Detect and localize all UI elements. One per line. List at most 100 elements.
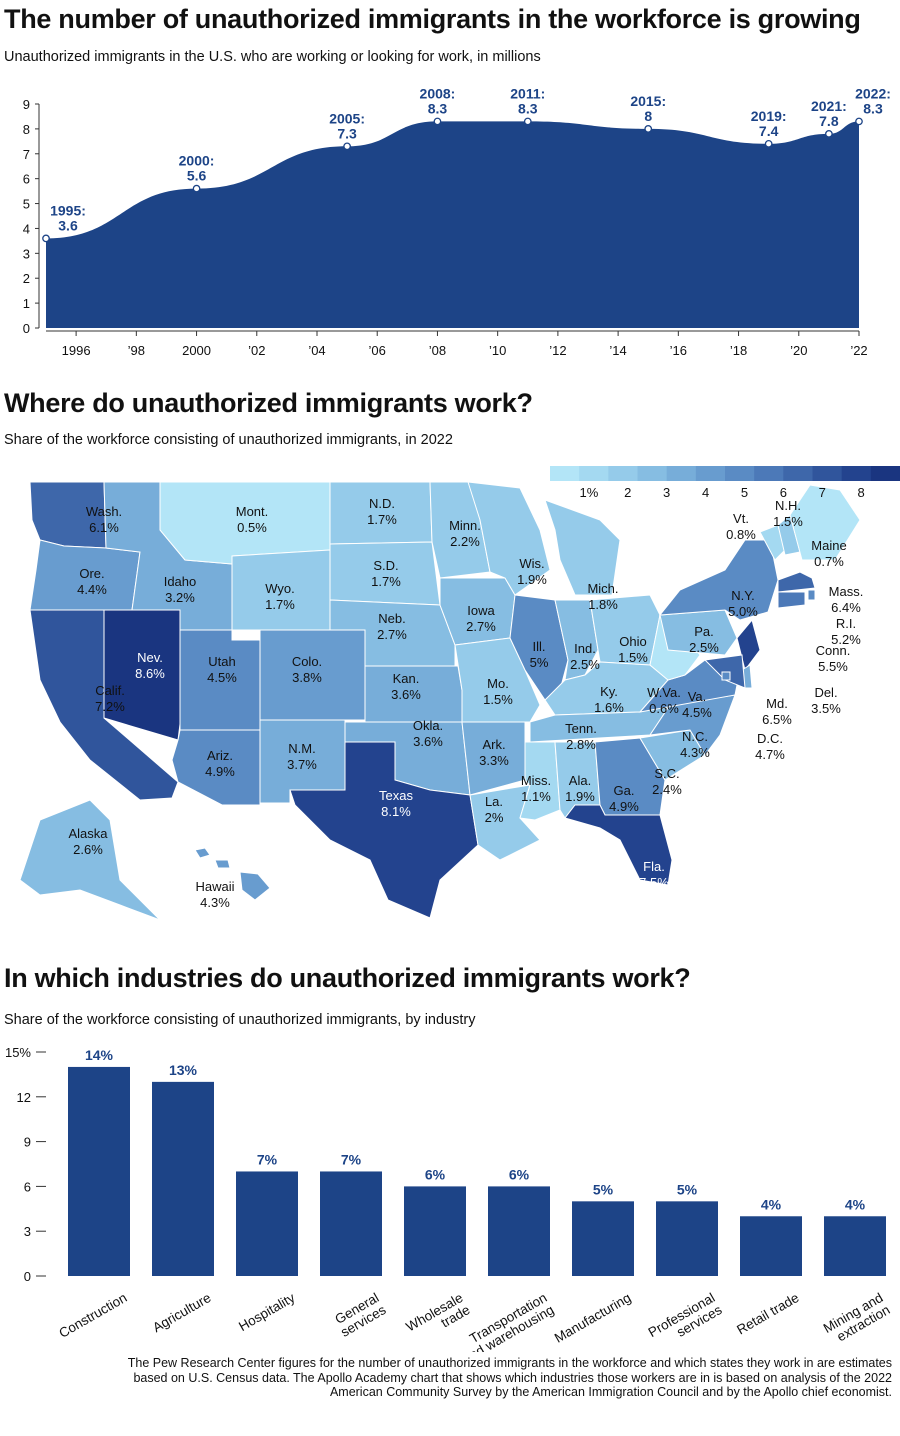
state-value: 4.3%	[200, 895, 230, 910]
map-subtitle: Share of the workforce consisting of una…	[4, 432, 453, 448]
y-tick-label: 1	[23, 296, 30, 311]
industry-bar-chart: 0 3 6 9 12 15% 14% Construction 13% Agriculture 7%…	[5, 1045, 893, 1352]
state-label: Tenn.2.8%	[565, 721, 597, 752]
bar-value-label: 14%	[85, 1047, 114, 1063]
state-shape	[658, 539, 779, 621]
state-label: N.H.1.5%	[773, 498, 803, 529]
y-tick-label: 0	[24, 1269, 31, 1284]
category-label: Construction	[56, 1290, 129, 1341]
state-label: La.2%	[485, 794, 504, 825]
state-name: Wis.	[519, 556, 544, 571]
y-tick-label: 8	[23, 122, 30, 137]
state-value: 1.5%	[773, 514, 803, 529]
state-shape	[564, 804, 673, 886]
state-label: Ore.4.4%	[77, 566, 107, 597]
legend-label: 2	[624, 485, 631, 500]
legend-swatch	[812, 466, 843, 481]
x-tick-label: ’14	[609, 343, 626, 358]
state-value: 1.5%	[618, 650, 648, 665]
industry-bar	[320, 1171, 382, 1276]
bar-value-label: 5%	[593, 1181, 614, 1197]
x-tick-label: ’08	[429, 343, 446, 358]
state-value: 1.5%	[483, 692, 513, 707]
state-label: Nev.8.6%	[135, 650, 165, 681]
bar-value-label: 5%	[677, 1181, 698, 1197]
state-label: Wyo.1.7%	[265, 581, 295, 612]
state-label: S.D.1.7%	[371, 558, 401, 589]
data-point-marker	[192, 184, 201, 193]
state-value: 8.6%	[135, 666, 165, 681]
state-label: Ga.4.9%	[609, 783, 639, 814]
y-tick-label: 6	[24, 1179, 31, 1194]
state-name: D.C.	[757, 731, 783, 746]
state-name: Vt.	[733, 511, 749, 526]
bar-value-label: 4%	[845, 1196, 866, 1212]
state-value: 2.5%	[570, 657, 600, 672]
bar-value-label: 6%	[509, 1166, 530, 1182]
state-label: Conn.5.5%	[816, 643, 851, 674]
state-value: 5.5%	[818, 659, 848, 674]
legend-swatch	[783, 466, 813, 481]
state-name: Va.	[688, 689, 707, 704]
x-tick-label: ’02	[248, 343, 265, 358]
legend-label: 7	[819, 485, 826, 500]
state-name: N.H.	[775, 498, 801, 513]
state-value: 2.8%	[566, 737, 596, 752]
state-value: 1.1%	[521, 789, 551, 804]
state-value: 2.4%	[652, 782, 682, 797]
state-shape	[544, 499, 621, 596]
state-value: 2.2%	[450, 534, 480, 549]
data-point-label: 2008:8.3	[420, 85, 456, 116]
state-shape	[789, 484, 861, 561]
category-label: Hospitality	[236, 1290, 298, 1334]
state-label: Mich.1.8%	[587, 581, 618, 612]
industry-bar	[488, 1186, 550, 1276]
state-label: Wis.1.9%	[517, 556, 547, 587]
state-name: Alaska	[68, 826, 108, 841]
legend-swatch	[841, 466, 872, 481]
legend-swatch	[870, 466, 900, 481]
state-label: Ky.1.6%	[594, 684, 624, 715]
state-share-map: 1% 2 3 4 5 6 7 8 Wash.6.1% Ore.4.4% Calif.7.2% Nev.…	[19, 466, 900, 921]
point-year: 2005:	[329, 110, 365, 126]
state-name: Ill.	[533, 639, 546, 654]
x-tick-label: ’98	[128, 343, 145, 358]
point-value: 7.4	[759, 123, 779, 139]
state-name: Ky.	[600, 684, 618, 699]
bar-value-label: 7%	[257, 1151, 278, 1167]
industry-chart-subtitle: Share of the workforce consisting of una…	[4, 1012, 476, 1028]
state-value: 7.5%	[639, 875, 669, 890]
point-value: 8	[644, 108, 652, 124]
state-label: W.Va.0.6%	[647, 685, 681, 716]
data-point-label: 2005:7.3	[329, 110, 365, 141]
state-name: Minn.	[449, 518, 481, 533]
x-tick-label: ’22	[850, 343, 867, 358]
legend-label: 4	[702, 485, 709, 500]
state-value: 0.5%	[237, 520, 267, 535]
state-value: 4.4%	[77, 582, 107, 597]
state-shape	[777, 571, 816, 593]
state-value: 1.7%	[265, 597, 295, 612]
state-name: Idaho	[164, 574, 197, 589]
state-label: Md.6.5%	[762, 696, 792, 727]
state-label: Mass.6.4%	[829, 584, 864, 615]
state-name: Ind.	[574, 641, 596, 656]
state-name: W.Va.	[647, 685, 681, 700]
data-point-marker	[343, 142, 351, 151]
data-point-label: 2019:7.4	[751, 108, 787, 139]
state-value: 2.7%	[466, 619, 496, 634]
state-shape	[807, 589, 816, 601]
growth-chart-title: The number of unauthorized immigrants in…	[4, 4, 861, 34]
state-label: Ind.2.5%	[570, 641, 600, 672]
state-label: Va.4.5%	[682, 689, 712, 720]
state-shape	[721, 671, 731, 681]
state-label: Vt.0.8%	[726, 511, 756, 542]
point-year: 2000:	[179, 153, 215, 169]
industry-bar	[824, 1216, 886, 1276]
state-label: Ala.1.9%	[565, 773, 595, 804]
y-tick-label: 7	[23, 147, 30, 162]
